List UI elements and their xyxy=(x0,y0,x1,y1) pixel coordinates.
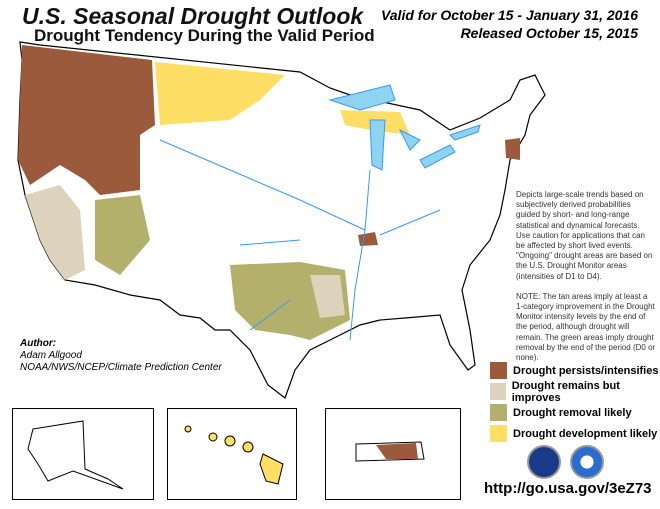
valid-period: Valid for October 15 - January 31, 2016 xyxy=(380,7,638,23)
hawaii-inset xyxy=(167,408,297,500)
map-title: U.S. Seasonal Drought Outlook xyxy=(22,3,364,29)
info-link[interactable]: http://go.usa.gov/3eZ73 xyxy=(484,480,652,497)
validity-info: Valid for October 15 - January 31, 2016 … xyxy=(381,6,638,42)
drought-improves-texas xyxy=(310,275,345,318)
legend-item: Drought removal likely xyxy=(490,402,660,423)
legend-swatch xyxy=(490,425,507,442)
legend-item: Drought remains but improves xyxy=(490,379,660,404)
drought-persists-northwest xyxy=(18,45,155,195)
legend-label: Drought development likely xyxy=(513,427,658,440)
description-text: Depicts large-scale trends based on subj… xyxy=(516,190,653,281)
legend-label: Drought remains but improves xyxy=(511,379,620,404)
legend-swatch xyxy=(490,404,507,421)
great-lakes xyxy=(328,84,481,171)
description: Depicts large-scale trends based on subj… xyxy=(516,190,656,363)
puerto-rico-inset xyxy=(325,408,461,500)
conus-outline xyxy=(17,41,546,399)
author-name: Adam Allgood xyxy=(20,350,82,361)
legend-item: Drought persists/intensifies xyxy=(490,360,660,381)
legend-label: Drought persists/intensifies xyxy=(513,364,659,377)
map-subtitle: Drought Tendency During the Valid Period xyxy=(34,26,375,45)
author-block: Author: Adam Allgood NOAA/NWS/NCEP/Clima… xyxy=(20,338,222,374)
release-date: Released October 15, 2015 xyxy=(460,25,638,41)
drought-persists-northeast xyxy=(505,138,520,160)
legend-item: Drought development likely xyxy=(490,423,660,444)
drought-improves-southwest xyxy=(25,185,85,280)
rivers xyxy=(159,139,441,341)
legend-swatch xyxy=(490,362,507,379)
legend: Drought persists/intensifies Drought rem… xyxy=(490,360,660,444)
noaa-logo xyxy=(570,445,604,479)
legend-label: Drought removal likely xyxy=(513,406,632,419)
author-org: NOAA/NWS/NCEP/Climate Prediction Center xyxy=(20,362,222,373)
noaa-nws-logo xyxy=(527,445,561,479)
legend-swatch xyxy=(490,383,506,400)
note-text: NOTE: The tan areas imply at least a 1-c… xyxy=(516,291,656,363)
alaska-inset xyxy=(12,408,154,500)
author-label: Author: xyxy=(20,338,57,349)
drought-removal-southwest xyxy=(95,195,150,275)
drought-development-plains xyxy=(155,62,285,125)
